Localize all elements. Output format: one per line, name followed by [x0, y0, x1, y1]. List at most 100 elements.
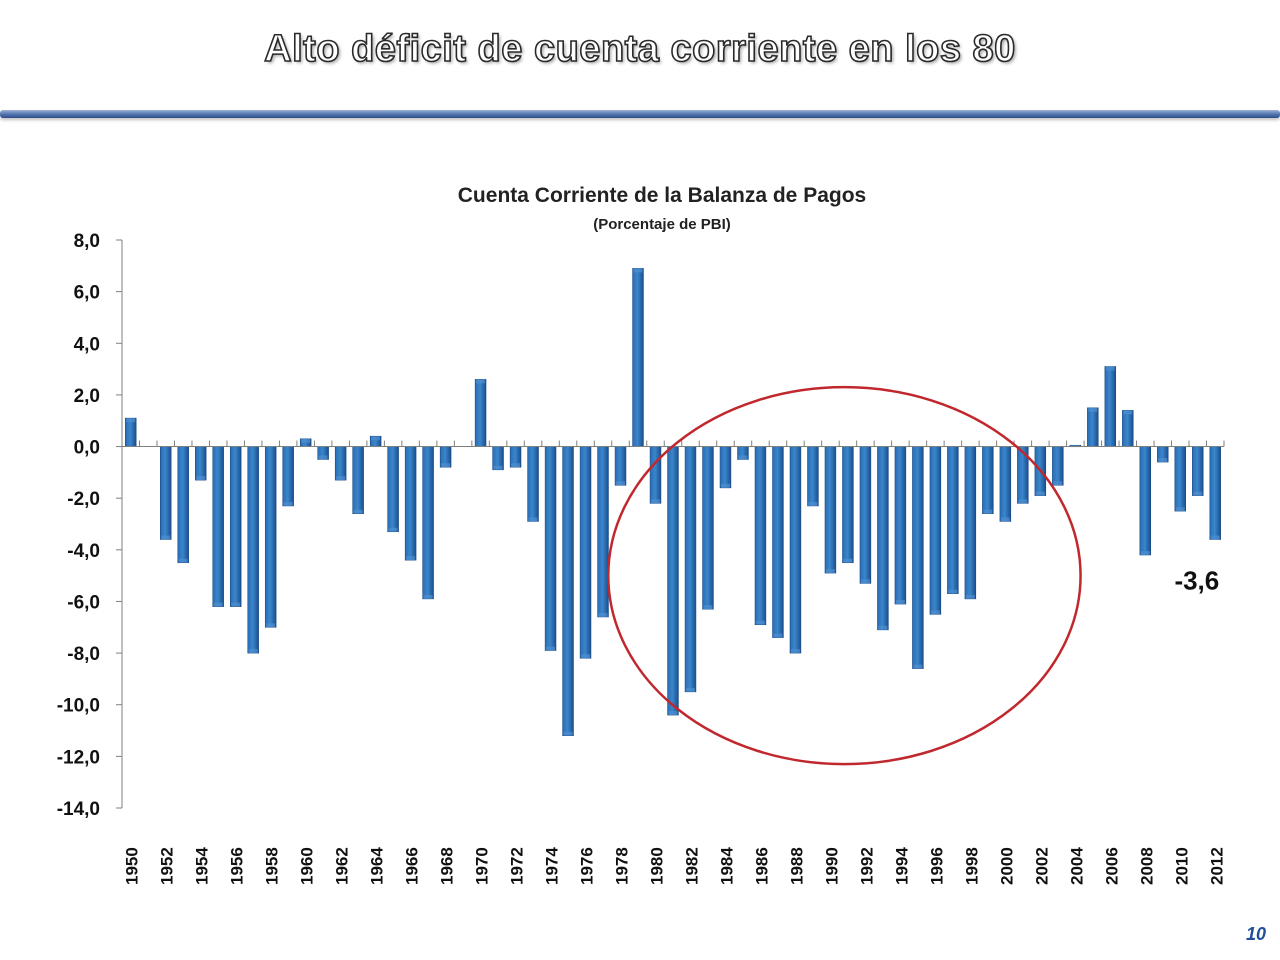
y-tick-label: 4,0	[74, 334, 100, 355]
bar-cap-2008	[1140, 550, 1150, 555]
bar-1999	[982, 446, 994, 514]
bar-1988	[789, 446, 802, 654]
x-tick-label: 1996	[927, 847, 946, 885]
x-tick-label: 1982	[682, 847, 701, 885]
chart-title: Cuenta Corriente de la Balanza de Pagos	[458, 184, 866, 207]
y-tick-label: 2,0	[74, 386, 100, 407]
bar-cap-1954	[196, 476, 206, 481]
bar-cap-1962	[336, 476, 346, 481]
bar-cap-1991	[843, 558, 853, 563]
y-tick-label: 0,0	[74, 438, 100, 459]
bar-cap-1960	[301, 438, 311, 443]
bar-1996	[929, 446, 942, 615]
bar-1954	[194, 446, 207, 481]
x-tick-label: 2010	[1172, 847, 1191, 885]
x-tick-label: 2008	[1137, 847, 1156, 885]
bar-cap-1989	[808, 501, 818, 506]
bar-2012	[1209, 446, 1221, 540]
bar-cap-2006	[1105, 366, 1115, 371]
bar-1950	[125, 417, 137, 447]
bar-1993	[877, 446, 889, 631]
bar-cap-1981	[668, 711, 678, 716]
x-tick-label: 2004	[1067, 847, 1086, 885]
page-number: 10	[1245, 924, 1266, 944]
bar-cap-1974	[546, 646, 555, 651]
bar-1984	[719, 446, 732, 489]
bar-1967	[422, 446, 434, 600]
y-tick-label: -12,0	[57, 747, 100, 768]
bar-1976	[579, 446, 592, 659]
y-tick-label: -6,0	[67, 592, 100, 613]
x-tick-label: 1958	[263, 847, 282, 885]
bar-1963	[352, 446, 364, 514]
bar-cap-2004	[1070, 445, 1080, 447]
bar-cap-1978	[616, 481, 625, 486]
bar-cap-2001	[1018, 499, 1028, 504]
x-tick-label: 1998	[962, 847, 981, 885]
bar-1990	[824, 446, 837, 574]
bar-cap-2012	[1210, 535, 1220, 540]
x-tick-label: 1950	[123, 847, 142, 885]
x-tick-label: 2000	[997, 847, 1016, 885]
x-tick-label: 1964	[368, 847, 387, 885]
bar-cap-1968	[441, 463, 451, 468]
bar-2006	[1104, 366, 1117, 447]
bar-1956	[229, 446, 242, 607]
y-tick-label: -14,0	[57, 799, 100, 820]
bar-cap-1986	[756, 620, 765, 625]
bar-1958	[264, 446, 277, 628]
bar-cap-2010	[1175, 507, 1185, 512]
bar-2005	[1087, 407, 1099, 447]
bar-1982	[684, 446, 697, 693]
x-tick-label: 1994	[892, 847, 911, 885]
x-tick-label: 2006	[1102, 847, 1121, 885]
y-tick-label: 8,0	[74, 231, 100, 252]
bar-cap-1971	[493, 465, 503, 470]
bar-1987	[772, 446, 784, 638]
x-tick-label: 1984	[717, 847, 736, 885]
bar-cap-1999	[983, 509, 993, 514]
bar-1953	[177, 446, 189, 564]
x-tick-label: 1970	[473, 847, 492, 885]
bar-cap-1992	[860, 579, 870, 584]
bar-cap-1953	[178, 558, 188, 563]
annotation-label: -3,6	[1174, 565, 1219, 595]
x-tick-label: 1974	[543, 847, 562, 885]
bar-2003	[1052, 446, 1064, 486]
bar-cap-1964	[371, 436, 381, 441]
bar-cap-1958	[266, 623, 276, 628]
bar-1979	[632, 268, 644, 447]
bar-cap-1985	[738, 455, 748, 460]
x-tick-label: 1960	[298, 847, 317, 885]
bar-1970	[474, 379, 487, 447]
bar-1986	[754, 446, 767, 625]
bar-1965	[387, 446, 399, 533]
title-divider	[0, 110, 1280, 118]
bar-1989	[807, 446, 819, 507]
bar-cap-1975	[563, 731, 573, 736]
bar-cap-1996	[930, 610, 940, 615]
bar-cap-1979	[633, 268, 643, 273]
bar-1975	[562, 446, 574, 737]
chart-subtitle: (Porcentaje de PBI)	[593, 216, 731, 233]
bar-2008	[1139, 446, 1152, 556]
overlays: -3,6	[607, 385, 1219, 766]
bar-cap-1966	[406, 556, 416, 561]
bar-1981	[667, 446, 679, 716]
bar-cap-1993	[878, 625, 888, 630]
bar-cap-1963	[353, 509, 363, 514]
bar-1962	[334, 446, 347, 481]
x-tick-label: 1956	[228, 847, 247, 885]
bar-2007	[1122, 410, 1134, 447]
x-tick-label: 1980	[648, 847, 667, 885]
bar-cap-1987	[773, 633, 783, 638]
bar-cap-1982	[686, 687, 695, 692]
y-tick-label: -2,0	[67, 489, 100, 510]
x-tick-label: 1992	[857, 847, 876, 885]
bar-cap-2011	[1193, 491, 1203, 496]
x-tick-label: 1988	[787, 847, 806, 885]
bar-cap-1980	[651, 499, 660, 504]
bar-cap-1984	[721, 483, 730, 488]
bar-cap-1976	[581, 654, 590, 659]
bar-cap-1988	[791, 649, 800, 654]
